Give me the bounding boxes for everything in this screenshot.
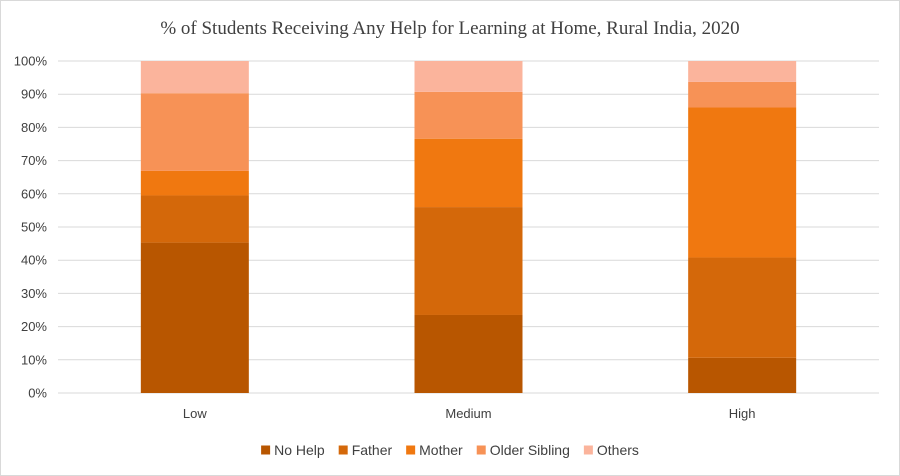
legend-label: Others [597, 442, 639, 458]
y-tick-label: 100% [14, 54, 48, 69]
y-tick-label: 20% [21, 319, 47, 334]
legend-label: No Help [274, 442, 325, 458]
bar-segment [414, 138, 523, 208]
legend: No Help Father Mother Older Sibling Others [261, 442, 639, 458]
y-tick-label: 50% [21, 220, 47, 235]
bar-segment [140, 195, 249, 243]
bar-segment [140, 170, 249, 196]
y-tick-label: 60% [21, 186, 47, 201]
legend-swatch [476, 445, 486, 455]
legend-swatch [338, 445, 348, 455]
y-axis-ticks: 0% 10% 20% 30% 40% 50% 60% 70% 80% 90% 100% [14, 54, 48, 401]
legend-label: Mother [419, 442, 463, 458]
bar-segment [688, 107, 797, 258]
x-axis-ticks: Low Medium High [183, 406, 756, 421]
y-tick-label: 70% [21, 153, 47, 168]
bar-segment [140, 61, 249, 94]
y-tick-label: 80% [21, 120, 47, 135]
bar-segment [414, 91, 523, 139]
bar-segment [414, 61, 523, 92]
y-tick-label: 40% [21, 253, 47, 268]
chart-title: % of Students Receiving Any Help for Lea… [160, 18, 739, 39]
legend-swatch [261, 445, 271, 455]
y-tick-label: 90% [21, 87, 47, 102]
x-tick-label: High [729, 406, 756, 421]
bar-segment [140, 93, 249, 171]
bars [140, 61, 797, 393]
y-tick-label: 30% [21, 286, 47, 301]
y-tick-label: 10% [21, 352, 47, 367]
bar-segment [414, 207, 523, 315]
bar-segment [140, 242, 249, 393]
legend-swatch [406, 445, 416, 455]
bar-segment [688, 257, 797, 358]
legend-swatch [583, 445, 593, 455]
x-tick-label: Medium [445, 406, 491, 421]
bar-segment [688, 61, 797, 82]
legend-label: Father [352, 442, 393, 458]
legend-label: Older Sibling [490, 442, 570, 458]
bar-segment [414, 314, 523, 393]
bar-segment [688, 357, 797, 393]
bar-segment [688, 81, 797, 108]
y-tick-label: 0% [28, 386, 47, 401]
x-tick-label: Low [183, 406, 207, 421]
